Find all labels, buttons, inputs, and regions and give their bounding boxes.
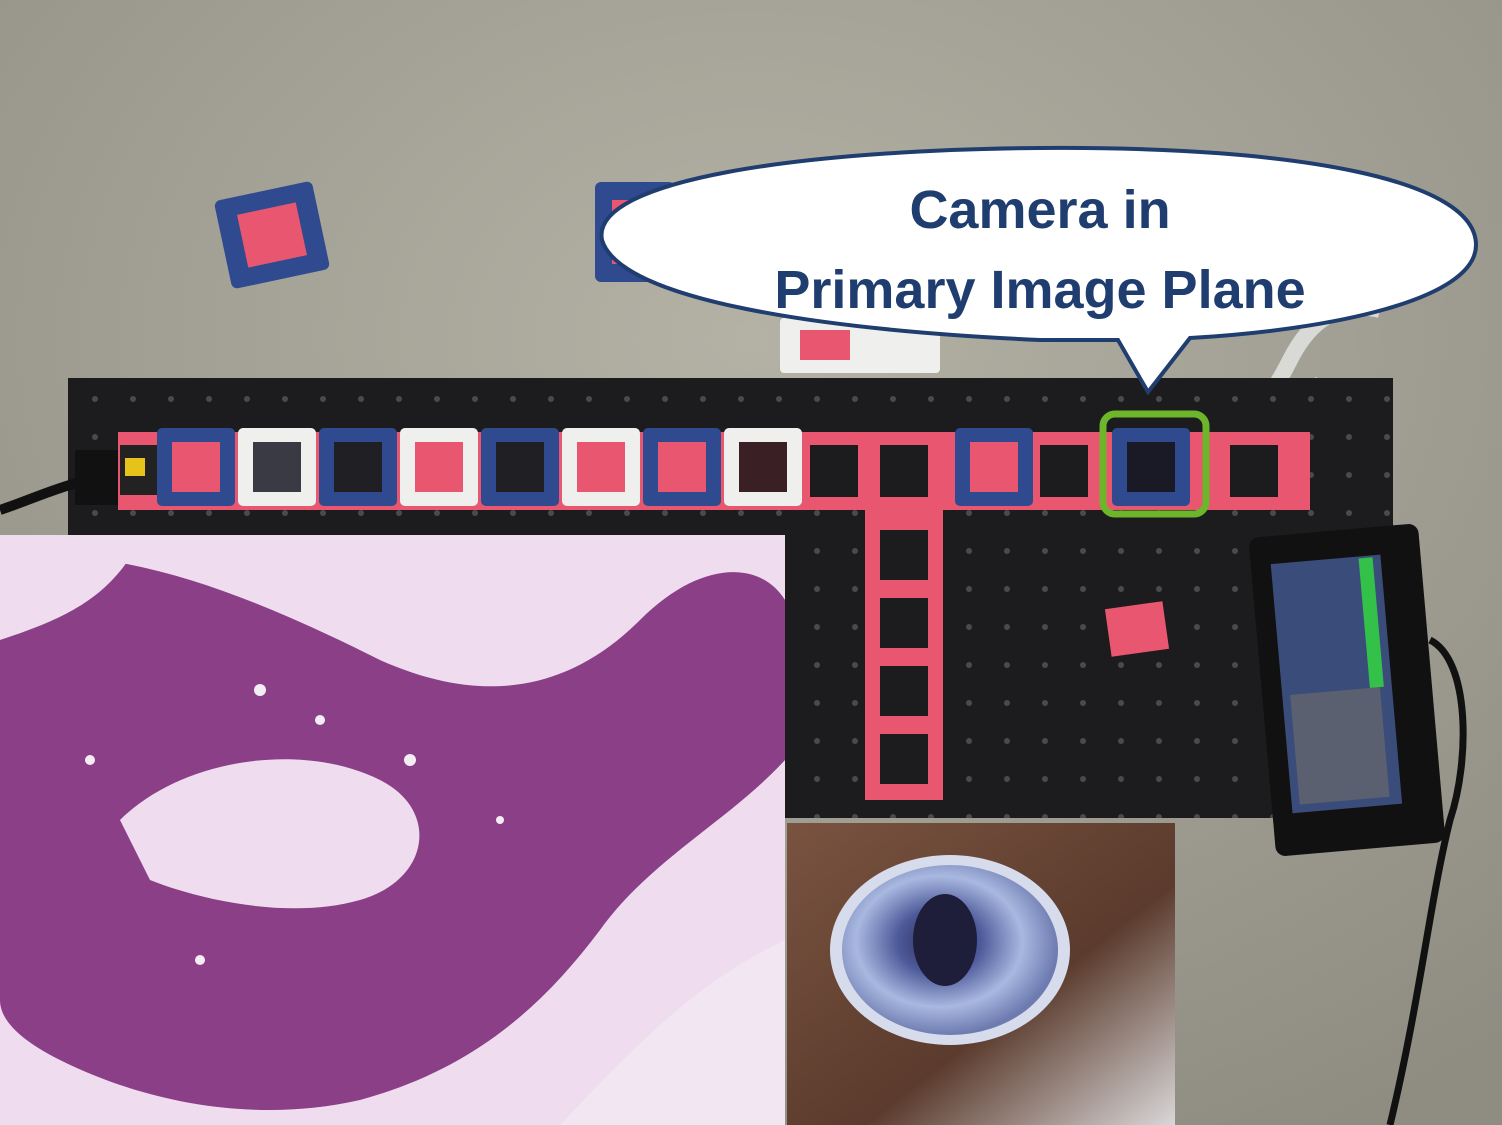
callout-label: Camera in Primary Image Plane	[620, 170, 1460, 330]
callout-line-1: Camera in	[909, 180, 1171, 240]
speech-bubble	[599, 145, 1479, 396]
microscope-inset	[0, 535, 785, 1125]
loose-cube-left	[214, 181, 330, 289]
rail-cubes	[157, 428, 1278, 506]
callout-line-2: Primary Image Plane	[774, 260, 1306, 320]
eye-inset	[787, 823, 1175, 1125]
display-screen	[1249, 524, 1445, 856]
camera-highlight-box	[1099, 410, 1210, 518]
